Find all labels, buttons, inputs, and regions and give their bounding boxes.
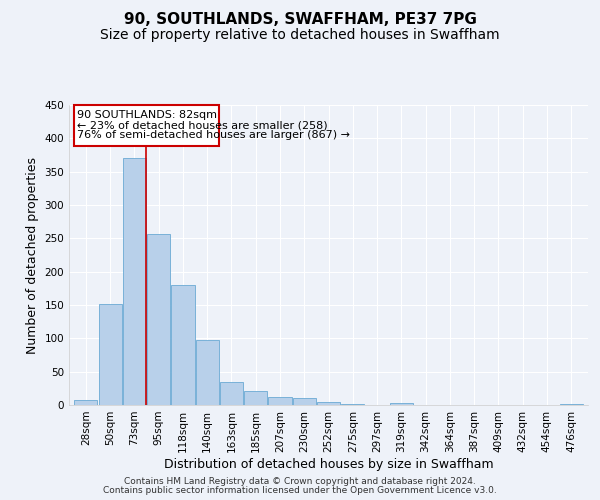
X-axis label: Distribution of detached houses by size in Swaffham: Distribution of detached houses by size … [164,458,493,470]
Text: Contains HM Land Registry data © Crown copyright and database right 2024.: Contains HM Land Registry data © Crown c… [124,477,476,486]
Text: 76% of semi-detached houses are larger (867) →: 76% of semi-detached houses are larger (… [77,130,350,140]
Bar [196,340,219,405]
Bar [560,404,583,405]
Y-axis label: Number of detached properties: Number of detached properties [26,156,39,354]
Text: 90 SOUTHLANDS: 82sqm: 90 SOUTHLANDS: 82sqm [77,110,217,120]
Text: ← 23% of detached houses are smaller (258): ← 23% of detached houses are smaller (25… [77,121,328,131]
Bar [74,400,97,405]
Bar [220,382,243,405]
Bar [99,304,122,405]
Bar [317,402,340,405]
Bar [341,404,364,405]
Text: Size of property relative to detached houses in Swaffham: Size of property relative to detached ho… [100,28,500,42]
Bar [293,398,316,405]
Text: 90, SOUTHLANDS, SWAFFHAM, PE37 7PG: 90, SOUTHLANDS, SWAFFHAM, PE37 7PG [124,12,476,28]
Bar [268,397,292,405]
Bar [123,158,146,405]
Text: Contains public sector information licensed under the Open Government Licence v3: Contains public sector information licen… [103,486,497,495]
FancyBboxPatch shape [74,105,220,146]
Bar [147,234,170,405]
Bar [172,285,194,405]
Bar [244,391,267,405]
Bar [390,403,413,405]
